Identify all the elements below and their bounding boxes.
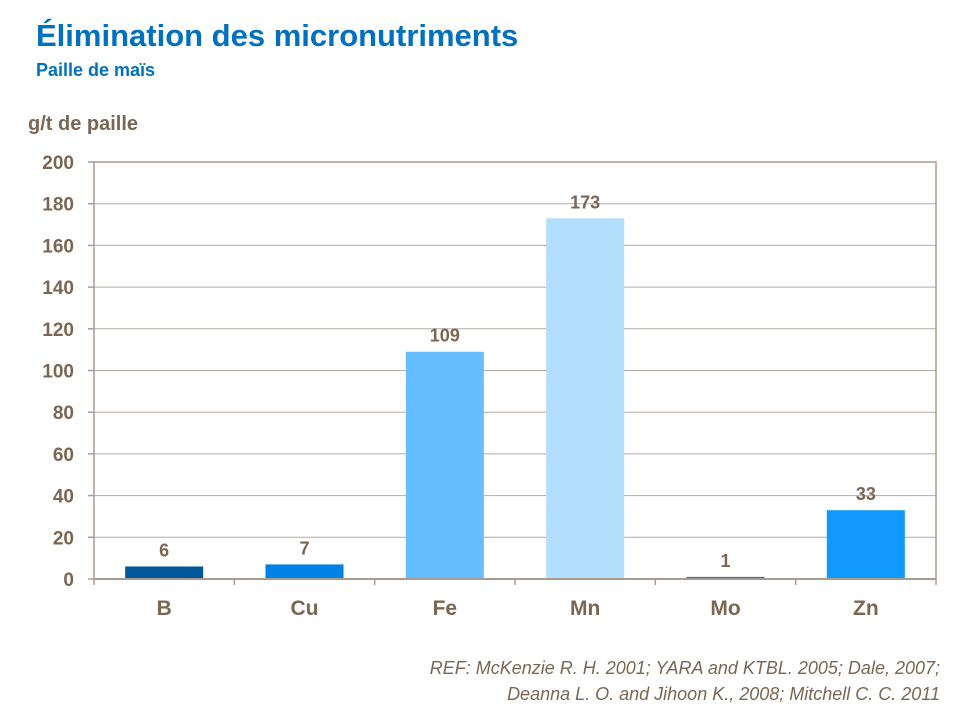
chart-title: Élimination des micronutriments: [36, 18, 519, 53]
bar-b: [125, 566, 204, 579]
y-tick-label: 160: [42, 236, 74, 257]
reference-line-2: Deanna L. O. and Jihoon K., 2008; Mitche…: [507, 684, 940, 704]
x-tick-label: Mn: [570, 597, 600, 620]
x-tick-label: B: [157, 597, 172, 620]
data-label-fe: 109: [430, 326, 460, 346]
y-tick-label: 60: [53, 445, 74, 466]
y-tick-label: 0: [63, 570, 74, 591]
y-tick-label: 140: [42, 278, 74, 299]
y-tick-label: 200: [42, 153, 74, 174]
bar-fe: [405, 351, 484, 579]
y-tick-label: 80: [53, 403, 74, 424]
x-tick-label: Zn: [853, 597, 879, 620]
bar-mn: [546, 218, 625, 580]
y-tick-label: 40: [53, 487, 74, 508]
data-label-b: 6: [159, 540, 169, 560]
data-label-zn: 33: [856, 484, 876, 504]
y-tick-label: 120: [42, 320, 74, 341]
y-tick-label: 100: [42, 362, 74, 383]
x-tick-label: Mo: [710, 597, 740, 620]
y-axis-label: g/t de paille: [28, 113, 139, 135]
reference-line-1: REF: McKenzie R. H. 2001; YARA and KTBL.…: [429, 658, 940, 678]
data-label-mo: 1: [720, 551, 730, 571]
bar-cu: [265, 564, 344, 579]
x-tick-label: Cu: [291, 597, 319, 620]
reference-note: REF: McKenzie R. H. 2001; YARA and KTBL.…: [430, 655, 940, 707]
y-tick-label: 180: [42, 195, 74, 216]
chart-subtitle: Paille de maïs: [36, 60, 156, 80]
x-tick-label: Fe: [433, 597, 458, 620]
bar-mo: [686, 576, 765, 579]
bar-zn: [826, 510, 905, 579]
y-tick-label: 20: [53, 528, 74, 549]
data-label-cu: 7: [299, 538, 309, 558]
data-label-mn: 173: [570, 192, 600, 212]
